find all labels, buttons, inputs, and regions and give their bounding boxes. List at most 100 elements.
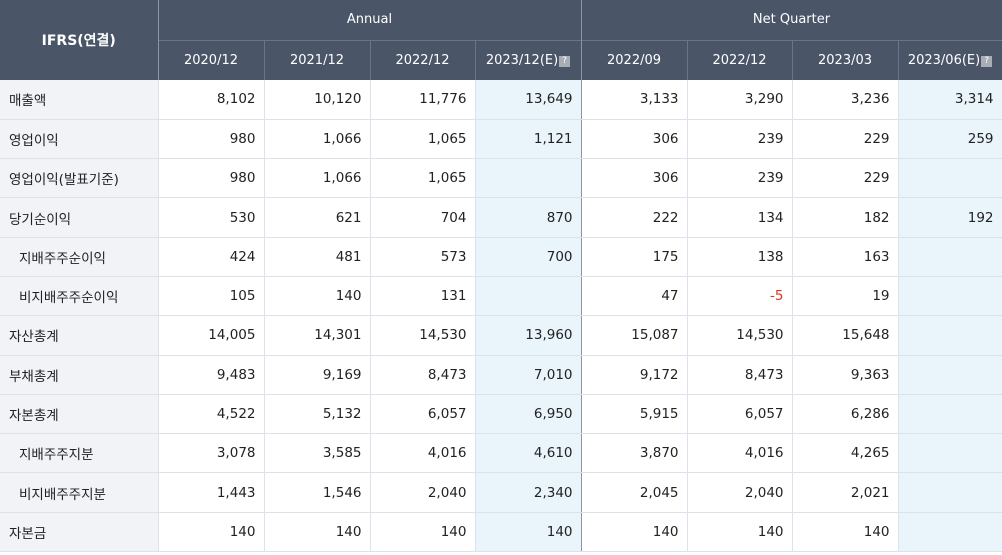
table-row: 지배주주지분 3,078 3,585 4,016 4,610 3,870 4,016 4,26… bbox=[0, 433, 1002, 474]
value-cell: 4,265 bbox=[792, 433, 899, 474]
value-cell: 182 bbox=[792, 197, 899, 238]
table-row: 비지배주주순이익 105 140 131 47 -5 19 bbox=[0, 276, 1002, 317]
corner-label: IFRS(연결) bbox=[0, 0, 159, 80]
table-row: 영업이익 980 1,066 1,065 1,121 306 239 229 259 bbox=[0, 119, 1002, 160]
value-cell: 15,648 bbox=[792, 315, 899, 356]
value-cell: 10,120 bbox=[264, 80, 371, 120]
value-cell: 3,290 bbox=[687, 80, 793, 120]
value-cell: 192 bbox=[898, 197, 1002, 238]
value-cell: 105 bbox=[158, 276, 265, 317]
value-cell bbox=[475, 276, 582, 317]
value-cell: 9,172 bbox=[581, 355, 688, 395]
header-group-row: IFRS(연결) Annual Net Quarter bbox=[0, 0, 1002, 80]
value-cell: 1,546 bbox=[264, 472, 371, 513]
value-cell: 424 bbox=[158, 237, 265, 277]
quarter-group-header: Net Quarter bbox=[581, 0, 1002, 40]
value-cell: 1,066 bbox=[264, 158, 371, 199]
value-cell bbox=[898, 315, 1002, 356]
period-header-estimate: 2023/06(E)? bbox=[898, 39, 1002, 80]
period-header: 2023/03 bbox=[792, 39, 899, 80]
value-cell: 700 bbox=[475, 237, 582, 277]
table-row: 매출액 8,102 10,120 11,776 13,649 3,133 3,290 3,23… bbox=[0, 80, 1002, 120]
period-label: 2023/12(E) bbox=[485, 52, 559, 68]
value-cell: 4,522 bbox=[158, 394, 265, 435]
value-cell: 6,057 bbox=[687, 394, 793, 435]
value-cell: 239 bbox=[687, 119, 793, 160]
row-label: 부채총계 bbox=[0, 355, 159, 395]
value-cell: 163 bbox=[792, 237, 899, 277]
value-cell: 2,040 bbox=[370, 472, 476, 513]
value-cell: 140 bbox=[370, 512, 476, 553]
value-cell: 175 bbox=[581, 237, 688, 277]
value-cell: 138 bbox=[687, 237, 793, 277]
value-cell: 1,065 bbox=[370, 158, 476, 199]
value-cell bbox=[475, 158, 582, 199]
value-cell: 5,915 bbox=[581, 394, 688, 435]
value-cell bbox=[898, 472, 1002, 513]
value-cell: 140 bbox=[687, 512, 793, 553]
row-label: 영업이익 bbox=[0, 119, 159, 160]
value-cell: 980 bbox=[158, 119, 265, 160]
value-cell: 1,066 bbox=[264, 119, 371, 160]
value-cell: 3,078 bbox=[158, 433, 265, 474]
value-cell: 8,102 bbox=[158, 80, 265, 120]
value-cell: 3,870 bbox=[581, 433, 688, 474]
value-cell: 5,132 bbox=[264, 394, 371, 435]
row-label: 영업이익(발표기준) bbox=[0, 158, 159, 199]
value-cell: 704 bbox=[370, 197, 476, 238]
value-cell: 229 bbox=[792, 158, 899, 199]
value-cell: 2,340 bbox=[475, 472, 582, 513]
value-cell: 259 bbox=[898, 119, 1002, 160]
row-label: 지배주주순이익 bbox=[0, 237, 159, 277]
value-cell: 2,045 bbox=[581, 472, 688, 513]
row-label: 자본금 bbox=[0, 512, 159, 553]
table-body: 매출액 8,102 10,120 11,776 13,649 3,133 3,290 3,23… bbox=[0, 80, 1002, 553]
period-header-estimate: 2023/12(E)? bbox=[475, 39, 582, 80]
value-cell: 134 bbox=[687, 197, 793, 238]
period-header: 2022/12 bbox=[370, 39, 476, 80]
table-row: 자본금 140 140 140 140 140 140 140 bbox=[0, 512, 1002, 553]
table-row: 자본총계 4,522 5,132 6,057 6,950 5,915 6,057 6,286 bbox=[0, 394, 1002, 435]
value-cell bbox=[898, 394, 1002, 435]
value-cell: 19 bbox=[792, 276, 899, 317]
row-label: 자산총계 bbox=[0, 315, 159, 356]
row-label: 자본총계 bbox=[0, 394, 159, 435]
value-cell bbox=[898, 433, 1002, 474]
value-cell: 8,473 bbox=[370, 355, 476, 395]
value-cell bbox=[898, 158, 1002, 199]
value-cell: 4,610 bbox=[475, 433, 582, 474]
value-cell bbox=[898, 276, 1002, 317]
row-label: 당기순이익 bbox=[0, 197, 159, 238]
value-cell: 980 bbox=[158, 158, 265, 199]
info-icon[interactable]: ? bbox=[981, 55, 993, 67]
period-header: 2021/12 bbox=[264, 39, 371, 80]
period-label: 2023/06(E) bbox=[907, 52, 981, 68]
table-row: 당기순이익 530 621 704 870 222 134 182 192 bbox=[0, 197, 1002, 238]
value-cell: 1,121 bbox=[475, 119, 582, 160]
value-cell: 14,530 bbox=[687, 315, 793, 356]
value-cell: 140 bbox=[264, 276, 371, 317]
value-cell bbox=[898, 355, 1002, 395]
value-cell: 1,065 bbox=[370, 119, 476, 160]
value-cell: 15,087 bbox=[581, 315, 688, 356]
value-cell: 306 bbox=[581, 158, 688, 199]
value-cell: 306 bbox=[581, 119, 688, 160]
table-row: 지배주주순이익 424 481 573 700 175 138 163 bbox=[0, 237, 1002, 277]
value-cell: 6,057 bbox=[370, 394, 476, 435]
value-cell: 140 bbox=[264, 512, 371, 553]
row-label: 매출액 bbox=[0, 80, 159, 120]
value-cell: 140 bbox=[475, 512, 582, 553]
value-cell: 481 bbox=[264, 237, 371, 277]
info-icon[interactable]: ? bbox=[559, 55, 571, 67]
value-cell: 131 bbox=[370, 276, 476, 317]
value-cell: 9,363 bbox=[792, 355, 899, 395]
value-cell: 870 bbox=[475, 197, 582, 238]
value-cell: 3,236 bbox=[792, 80, 899, 120]
value-cell: 13,960 bbox=[475, 315, 582, 356]
value-cell: 13,649 bbox=[475, 80, 582, 120]
value-cell: 3,314 bbox=[898, 80, 1002, 120]
value-cell: 2,040 bbox=[687, 472, 793, 513]
row-label: 지배주주지분 bbox=[0, 433, 159, 474]
value-cell: 222 bbox=[581, 197, 688, 238]
